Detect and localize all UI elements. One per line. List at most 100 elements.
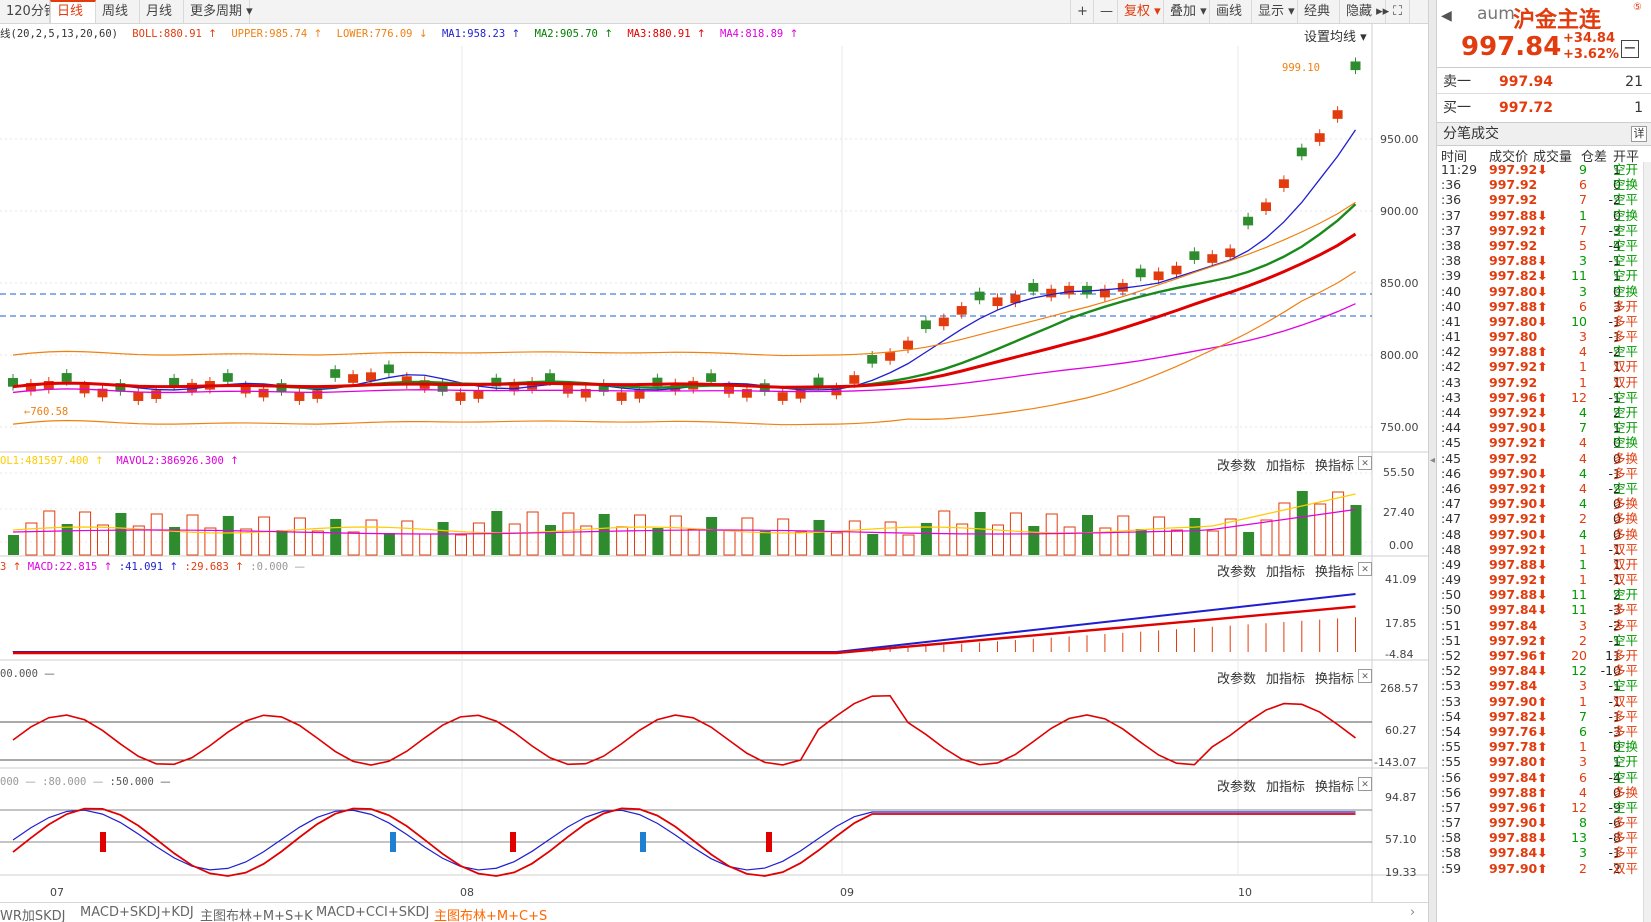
add-indicator-button[interactable]: 加指标 [1265, 779, 1305, 794]
macd-param-3: :29.683 ↑ [184, 561, 244, 573]
volume-bar [598, 514, 610, 555]
classic-button[interactable]: 经典 [1298, 0, 1340, 23]
fullscreen-icon[interactable]: ⛶ [1386, 0, 1410, 23]
trade-volume: 5 [1579, 237, 1587, 253]
draw-line-button[interactable]: 画线 [1210, 0, 1252, 23]
trade-volume: 7 [1579, 192, 1587, 208]
info-icon[interactable]: ⑤ [1633, 2, 1642, 13]
trade-row: :54 997.82⬇ 7 -1 多平 [1437, 709, 1651, 724]
trade-type: 双开 [1613, 556, 1639, 572]
kline-chart[interactable] [0, 0, 1428, 902]
switch-indicator-button[interactable]: 换指标 [1314, 458, 1354, 473]
trade-time: :45 [1441, 435, 1462, 451]
trade-volume: 3 [1579, 845, 1587, 861]
trade-price: 997.90⬆ [1489, 860, 1548, 876]
detail-button[interactable]: 详 [1631, 126, 1647, 142]
trade-row: :58 997.84⬇ 3 -1 多平 [1437, 845, 1651, 860]
tab-daily[interactable]: 日线 [50, 0, 96, 23]
tab-weekly[interactable]: 周线 [96, 0, 140, 23]
volume-bar [777, 518, 790, 556]
trade-type: 空开 [1613, 162, 1639, 177]
trade-volume: 7 [1579, 222, 1587, 238]
candle-body [258, 388, 269, 398]
switch-indicator-button[interactable]: 换指标 [1314, 779, 1354, 794]
adjust-rights-dropdown[interactable]: 复权 ▾ [1118, 0, 1164, 23]
close-panel-icon[interactable]: ✕ [1358, 456, 1372, 470]
tab-monthly[interactable]: 月线 [140, 0, 184, 23]
trade-type: 多平 [1613, 815, 1639, 831]
volume-bar [1189, 518, 1201, 555]
tab-120min[interactable]: 120分钟 [0, 0, 57, 23]
trade-price: 997.80⬆ [1489, 754, 1548, 770]
close-panel-icon[interactable]: ✕ [1358, 562, 1372, 576]
trade-row: :57 997.90⬇ 8 -6 多平 [1437, 815, 1651, 830]
macd-tick: 41.09 [1385, 573, 1417, 586]
trade-price: 997.88⬆ [1489, 344, 1548, 360]
trades-scrollbar[interactable] [1643, 162, 1651, 922]
template-tab-wr-skdj[interactable]: WR加SKDJ [0, 909, 66, 922]
switch-indicator-button[interactable]: 换指标 [1314, 671, 1354, 686]
trade-oi-change: 1 [1613, 420, 1621, 436]
vol-tick: 0.00 [1389, 539, 1414, 552]
add-indicator-button[interactable]: 加指标 [1265, 671, 1305, 686]
candle-body [1171, 265, 1182, 275]
volume-bar [956, 523, 969, 556]
trade-time: :44 [1441, 420, 1462, 436]
trade-volume: 11 [1571, 268, 1587, 284]
template-tab-macd-skdj-kdj[interactable]: MACD+SKDJ+KDJ [80, 905, 194, 920]
change-params-button[interactable]: 改参数 [1216, 779, 1256, 794]
template-tab-boll-m-c-s[interactable]: 主图布林+M+C+S [434, 909, 548, 922]
trade-row: :57 997.96⬆ 12 -9 空平 [1437, 800, 1651, 815]
candle-body [616, 392, 627, 401]
change-params-button[interactable]: 改参数 [1216, 458, 1256, 473]
trade-row: :43 997.92 1 1 双开 [1437, 375, 1651, 390]
volume-bar [687, 528, 700, 556]
trade-row: 11:29 997.92⬇ 9 1 空开 [1437, 162, 1651, 177]
add-indicator-button[interactable]: 加指标 [1265, 564, 1305, 579]
candle-body [706, 373, 717, 382]
trade-row: :51 997.84 3 -2 多平 [1437, 618, 1651, 633]
set-ma-dropdown[interactable]: 设置均线 ▾ [1304, 30, 1367, 45]
trade-price: 997.96⬆ [1489, 799, 1548, 815]
template-tab-macd-cci-skdj[interactable]: MACD+CCI+SKDJ [316, 905, 430, 920]
add-indicator-button[interactable]: 加指标 [1265, 458, 1305, 473]
candle-body [294, 392, 305, 401]
trade-volume: 6 [1579, 177, 1587, 193]
hide-panel-button[interactable]: 隐藏 ▸▸ [1340, 0, 1389, 23]
display-dropdown[interactable]: 显示 ▾ [1252, 0, 1298, 23]
change-params-button[interactable]: 改参数 [1216, 564, 1256, 579]
close-panel-icon[interactable]: ✕ [1358, 669, 1372, 683]
candle-body [133, 392, 144, 401]
scroll-right-icon[interactable]: › [1410, 905, 1416, 920]
panel-ops: 改参数 加指标 换指标 [1207, 776, 1354, 795]
panel-splitter[interactable]: ◂ [1428, 0, 1437, 922]
quote-panel: ◀ aum 沪金主连 ⑤ 997.84 +34.84 +3.62% − 卖一 99… [1437, 0, 1651, 922]
volume-bar [115, 513, 127, 555]
ask-row: 卖一 997.94 21 [1437, 70, 1651, 94]
volume-bar [848, 520, 861, 556]
trade-time: :37 [1441, 222, 1462, 238]
zoom-out-button[interactable]: — [1094, 0, 1118, 23]
trade-price: 997.88⬇ [1489, 556, 1548, 572]
close-panel-icon[interactable]: ✕ [1358, 777, 1372, 791]
kdj-param-2: :50.000 — [109, 776, 171, 788]
trade-time: :59 [1441, 860, 1462, 876]
template-tab-boll-m-s-k[interactable]: 主图布林+M+S+K [200, 909, 313, 922]
trade-price: 997.92⬆ [1489, 541, 1548, 557]
change-params-button[interactable]: 改参数 [1216, 671, 1256, 686]
trade-volume: 11 [1571, 602, 1587, 618]
switch-indicator-button[interactable]: 换指标 [1314, 564, 1354, 579]
trade-time: :47 [1441, 511, 1462, 527]
cci-tick: 60.27 [1385, 724, 1417, 737]
ask-price: 997.94 [1499, 74, 1554, 90]
collapse-button[interactable]: − [1621, 40, 1639, 58]
candle-body [330, 369, 341, 378]
prev-symbol-icon[interactable]: ◀ [1441, 8, 1452, 24]
price-tick: 800.00 [1380, 349, 1419, 362]
zoom-in-button[interactable]: + [1070, 0, 1094, 23]
trade-type: 多换 [1613, 496, 1639, 512]
more-periods-dropdown[interactable]: 更多周期 ▾ [184, 0, 253, 23]
volume-bar [61, 524, 73, 555]
overlay-dropdown[interactable]: 叠加 ▾ [1164, 0, 1210, 23]
candle-body [115, 383, 126, 392]
